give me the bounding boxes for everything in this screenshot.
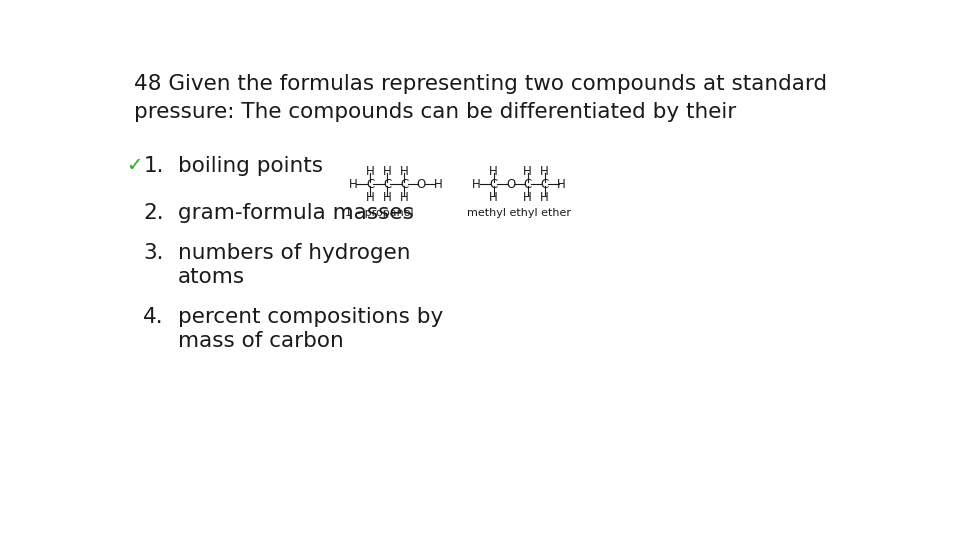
Text: H: H (348, 178, 358, 191)
Text: H: H (366, 191, 374, 204)
Text: C: C (400, 178, 409, 191)
Text: C: C (523, 178, 532, 191)
Text: 1.: 1. (143, 156, 164, 176)
Text: boiling points: boiling points (179, 156, 324, 176)
Text: H: H (558, 178, 566, 191)
Text: 3.: 3. (143, 244, 164, 264)
Text: 1 – propanol: 1 – propanol (345, 208, 413, 218)
Text: H: H (523, 165, 532, 178)
Text: H: H (540, 165, 549, 178)
Text: numbers of hydrogen
atoms: numbers of hydrogen atoms (179, 244, 411, 287)
Text: methyl ethyl ether: methyl ethyl ether (468, 208, 571, 218)
Text: H: H (490, 191, 498, 204)
Text: H: H (400, 165, 409, 178)
Text: H: H (490, 165, 498, 178)
Text: percent compositions by
mass of carbon: percent compositions by mass of carbon (179, 307, 444, 350)
Text: H: H (472, 178, 481, 191)
Text: C: C (383, 178, 392, 191)
Text: 2.: 2. (143, 204, 164, 224)
Text: H: H (383, 165, 392, 178)
Text: pressure: The compounds can be differentiated by their: pressure: The compounds can be different… (134, 102, 736, 122)
Text: H: H (383, 191, 392, 204)
Text: 48 Given the formulas representing two compounds at standard: 48 Given the formulas representing two c… (134, 74, 828, 94)
Text: H: H (540, 191, 549, 204)
Text: H: H (366, 165, 374, 178)
Text: C: C (366, 178, 374, 191)
Text: H: H (523, 191, 532, 204)
Text: 4.: 4. (143, 307, 164, 327)
Text: ✓: ✓ (126, 156, 143, 174)
Text: C: C (540, 178, 549, 191)
Text: C: C (490, 178, 497, 191)
Text: gram-formula masses: gram-formula masses (179, 204, 414, 224)
Text: H: H (400, 191, 409, 204)
Text: O: O (417, 178, 426, 191)
Text: H: H (434, 178, 443, 191)
Text: O: O (506, 178, 516, 191)
